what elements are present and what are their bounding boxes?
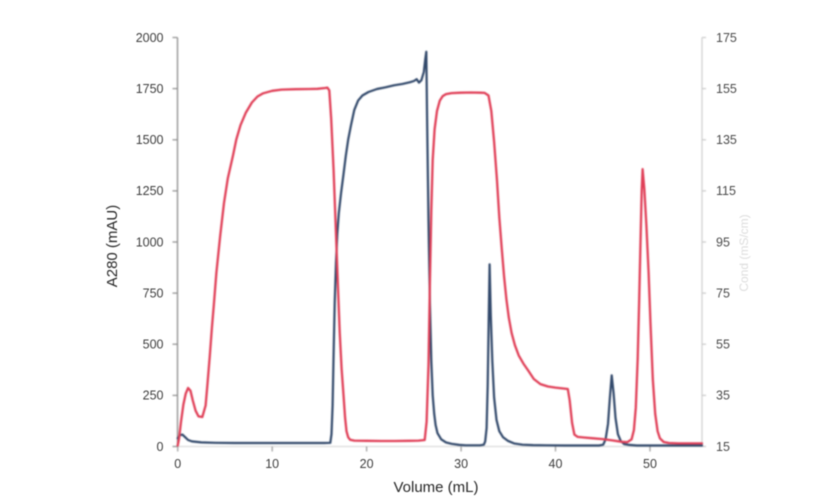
svg-text:0: 0 (157, 440, 164, 454)
svg-text:55: 55 (716, 338, 730, 352)
svg-text:40: 40 (549, 457, 563, 471)
svg-text:1500: 1500 (136, 133, 164, 147)
svg-text:135: 135 (716, 133, 737, 147)
svg-text:Volume (mL): Volume (mL) (393, 479, 478, 496)
svg-text:50: 50 (643, 457, 657, 471)
svg-text:15: 15 (716, 440, 730, 454)
svg-text:1750: 1750 (136, 82, 164, 96)
svg-text:30: 30 (454, 457, 468, 471)
svg-text:2000: 2000 (136, 31, 164, 45)
svg-text:175: 175 (716, 31, 737, 45)
svg-text:Cond (mS/cm): Cond (mS/cm) (737, 214, 751, 291)
svg-text:115: 115 (716, 184, 736, 198)
svg-text:95: 95 (716, 235, 730, 249)
svg-text:500: 500 (143, 338, 164, 352)
svg-text:1250: 1250 (136, 184, 164, 198)
svg-text:20: 20 (360, 457, 374, 471)
svg-text:75: 75 (716, 286, 730, 300)
svg-text:155: 155 (716, 82, 737, 96)
svg-text:10: 10 (265, 457, 279, 471)
svg-text:A280 (mAU): A280 (mAU) (104, 205, 121, 288)
svg-text:0: 0 (174, 457, 181, 471)
svg-text:750: 750 (143, 286, 164, 300)
svg-text:250: 250 (143, 389, 164, 403)
svg-text:1000: 1000 (136, 235, 164, 249)
svg-text:35: 35 (716, 389, 730, 403)
